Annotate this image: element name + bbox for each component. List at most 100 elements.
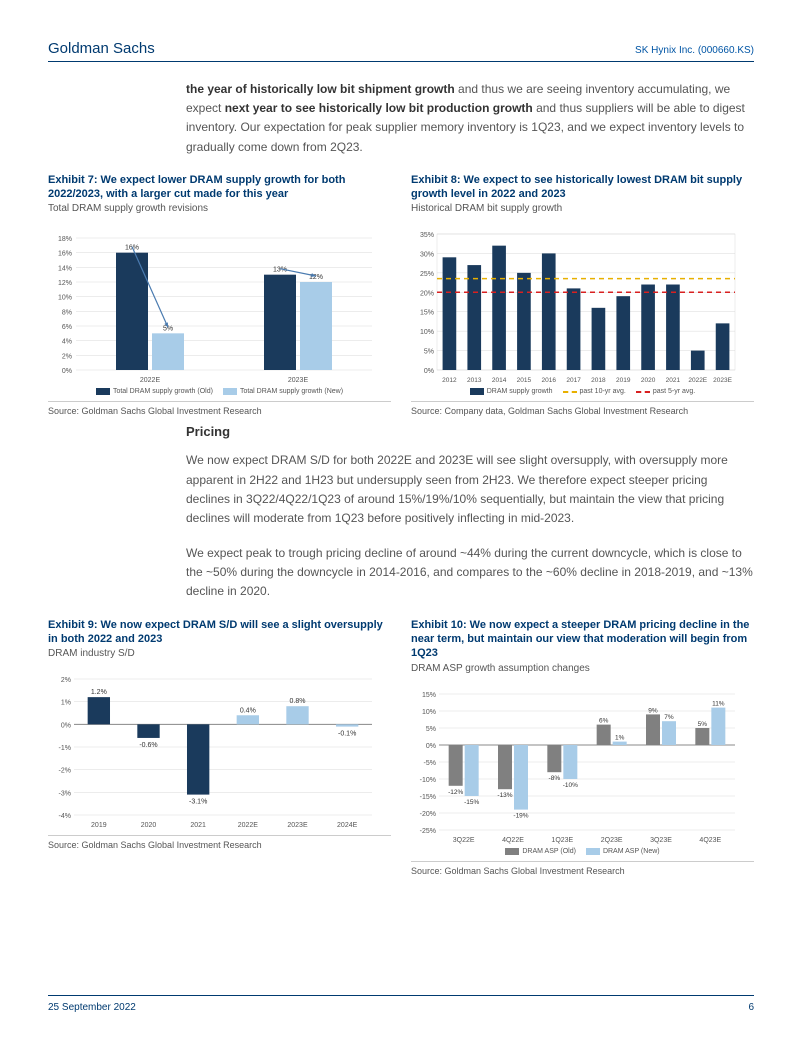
svg-text:-25%: -25%	[420, 828, 436, 835]
svg-text:3Q23E: 3Q23E	[650, 837, 672, 844]
exhibit-7-source: Source: Goldman Sachs Global Investment …	[48, 401, 391, 416]
svg-text:-10%: -10%	[420, 777, 436, 784]
svg-text:-13%: -13%	[497, 792, 512, 799]
svg-text:1%: 1%	[615, 734, 625, 741]
svg-text:14%: 14%	[58, 266, 72, 273]
svg-text:10%: 10%	[420, 329, 434, 336]
svg-text:-10%: -10%	[563, 782, 578, 789]
svg-text:7%: 7%	[664, 714, 674, 721]
svg-text:0.4%: 0.4%	[240, 708, 256, 715]
exhibit-7: Exhibit 7: We expect lower DRAM supply g…	[48, 173, 391, 417]
svg-text:0%: 0%	[424, 368, 434, 375]
svg-text:2022E: 2022E	[688, 377, 707, 384]
svg-text:12%: 12%	[58, 280, 72, 287]
svg-text:2018: 2018	[591, 377, 606, 384]
page-header: Goldman Sachs SK Hynix Inc. (000660.KS)	[48, 40, 754, 62]
svg-text:2020: 2020	[641, 377, 656, 384]
svg-text:1Q23E: 1Q23E	[551, 837, 573, 844]
svg-text:8%: 8%	[62, 310, 72, 317]
svg-text:2%: 2%	[62, 354, 72, 361]
svg-text:2023E: 2023E	[287, 822, 308, 829]
svg-text:2016: 2016	[542, 377, 557, 384]
exhibit-8-source: Source: Company data, Goldman Sachs Glob…	[411, 401, 754, 416]
svg-text:5%: 5%	[426, 726, 436, 733]
svg-text:2015: 2015	[517, 377, 532, 384]
svg-text:0%: 0%	[61, 723, 71, 730]
svg-text:10%: 10%	[58, 295, 72, 302]
svg-text:15%: 15%	[422, 692, 436, 699]
svg-text:3Q22E: 3Q22E	[453, 837, 475, 844]
ticker-label: SK Hynix Inc. (000660.KS)	[635, 45, 754, 56]
svg-text:11%: 11%	[712, 700, 725, 707]
exhibit-10-title: Exhibit 10: We now expect a steeper DRAM…	[411, 618, 754, 661]
svg-text:5%: 5%	[424, 349, 434, 356]
brand-name: Goldman Sachs	[48, 40, 155, 57]
svg-text:-19%: -19%	[513, 812, 528, 819]
exhibit-7-subtitle: Total DRAM supply growth revisions	[48, 203, 391, 214]
pricing-paragraph-2: We expect peak to trough pricing decline…	[186, 544, 754, 602]
svg-text:18%: 18%	[58, 236, 72, 243]
exhibit-10-subtitle: DRAM ASP growth assumption changes	[411, 663, 754, 674]
svg-text:5%: 5%	[698, 721, 708, 728]
intro-paragraph: the year of historically low bit shipmen…	[186, 80, 754, 157]
svg-text:2014: 2014	[492, 377, 507, 384]
exhibit-9-title: Exhibit 9: We now expect DRAM S/D will s…	[48, 618, 391, 647]
svg-text:-0.6%: -0.6%	[139, 742, 157, 749]
svg-text:-8%: -8%	[549, 775, 561, 782]
svg-text:-20%: -20%	[420, 811, 436, 818]
svg-text:-15%: -15%	[464, 799, 479, 806]
exhibit-7-chart: 0%2%4%6%8%10%12%14%16%18%16%5%2022E13%12…	[48, 224, 391, 395]
svg-text:2019: 2019	[91, 822, 107, 829]
page: Goldman Sachs SK Hynix Inc. (000660.KS) …	[0, 0, 802, 1037]
exhibit-8-chart: 0%5%10%15%20%25%30%35%201220132014201520…	[411, 224, 754, 395]
svg-text:-5%: -5%	[424, 760, 436, 767]
svg-text:2024E: 2024E	[337, 822, 358, 829]
svg-text:4Q22E: 4Q22E	[502, 837, 524, 844]
pricing-heading: Pricing	[186, 424, 754, 439]
exhibit-10-source: Source: Goldman Sachs Global Investment …	[411, 861, 754, 876]
footer-date: 25 September 2022	[48, 1002, 136, 1013]
svg-text:2012: 2012	[442, 377, 457, 384]
svg-text:-12%: -12%	[448, 788, 463, 795]
footer-page-number: 6	[748, 1002, 754, 1013]
svg-text:-3.1%: -3.1%	[189, 799, 207, 806]
svg-text:2021: 2021	[190, 822, 206, 829]
svg-text:2Q23E: 2Q23E	[601, 837, 623, 844]
svg-text:16%: 16%	[58, 251, 72, 258]
exhibit-7-title: Exhibit 7: We expect lower DRAM supply g…	[48, 173, 391, 202]
exhibit-9-source: Source: Goldman Sachs Global Investment …	[48, 835, 391, 850]
svg-text:35%: 35%	[420, 232, 434, 239]
svg-text:6%: 6%	[62, 324, 72, 331]
svg-text:-4%: -4%	[59, 813, 71, 820]
svg-text:0%: 0%	[62, 368, 72, 375]
exhibit-9: Exhibit 9: We now expect DRAM S/D will s…	[48, 618, 391, 876]
exhibit-8-title: Exhibit 8: We expect to see historically…	[411, 173, 754, 202]
svg-text:2022E: 2022E	[140, 377, 161, 384]
svg-text:-1%: -1%	[59, 745, 71, 752]
exhibit-10-chart: -25%-20%-15%-10%-5%0%5%10%15%-12%-15%3Q2…	[411, 684, 754, 855]
svg-text:1%: 1%	[61, 700, 71, 707]
svg-text:2023E: 2023E	[288, 377, 309, 384]
exhibit-9-subtitle: DRAM industry S/D	[48, 648, 391, 659]
svg-text:2021: 2021	[666, 377, 681, 384]
svg-text:0.8%: 0.8%	[290, 698, 306, 705]
page-footer: 25 September 2022 6	[48, 995, 754, 1013]
svg-text:-2%: -2%	[59, 768, 71, 775]
svg-text:4Q23E: 4Q23E	[699, 837, 721, 844]
svg-text:0%: 0%	[426, 743, 436, 750]
svg-text:2013: 2013	[467, 377, 482, 384]
svg-text:-0.1%: -0.1%	[338, 731, 356, 738]
svg-text:6%: 6%	[599, 717, 609, 724]
svg-text:25%: 25%	[420, 271, 434, 278]
intro-bold-2: next year to see historically low bit pr…	[225, 101, 533, 115]
svg-text:4%: 4%	[62, 339, 72, 346]
intro-bold-1: the year of historically low bit shipmen…	[186, 82, 455, 96]
svg-text:2019: 2019	[616, 377, 631, 384]
exhibit-8: Exhibit 8: We expect to see historically…	[411, 173, 754, 417]
exhibit-9-chart: -4%-3%-2%-1%0%1%2%1.2%2019-0.6%2020-3.1%…	[48, 669, 391, 829]
exhibit-8-subtitle: Historical DRAM bit supply growth	[411, 203, 754, 214]
svg-text:2017: 2017	[566, 377, 581, 384]
svg-text:2022E: 2022E	[238, 822, 259, 829]
svg-text:-15%: -15%	[420, 794, 436, 801]
svg-text:9%: 9%	[648, 707, 658, 714]
